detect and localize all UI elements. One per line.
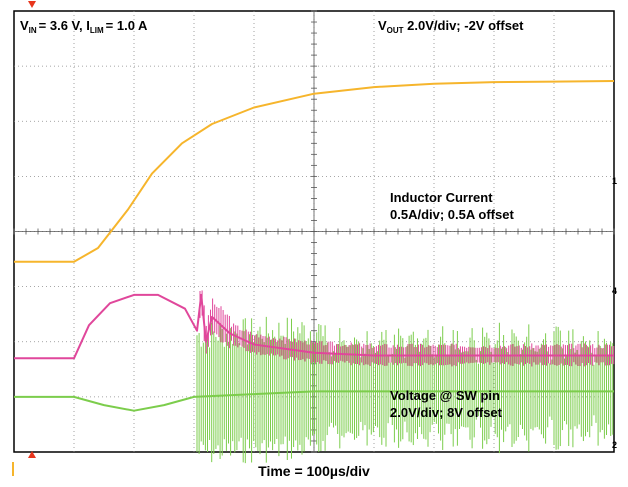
ch1-marker: 1	[612, 176, 617, 186]
series-line-0	[14, 80, 615, 263]
traces	[14, 80, 615, 464]
x-axis-label: Time = 100µs/div	[258, 463, 370, 479]
trigger-level-marker	[28, 451, 36, 458]
inductor-current-scale: 0.5A/div; 0.5A offset	[390, 207, 514, 222]
series-line-1	[14, 293, 614, 360]
vout-label: VOUT 2.0V/div; -2V offset	[378, 18, 524, 35]
grid	[13, 10, 615, 453]
sw-voltage-scale: 2.0V/div; 8V offset	[390, 405, 503, 420]
ch2-marker: 2	[612, 440, 617, 450]
series-line-2	[14, 390, 614, 412]
trigger-position-marker	[28, 1, 36, 8]
inductor-current-label: Inductor Current	[390, 190, 493, 205]
conditions-label: VIN = 3.6 V, ILIM = 1.0 A	[20, 18, 148, 35]
time-ref-marker	[12, 462, 14, 476]
sw-voltage-label: Voltage @ SW pin	[390, 388, 500, 403]
ch4-marker: 4	[612, 286, 617, 296]
